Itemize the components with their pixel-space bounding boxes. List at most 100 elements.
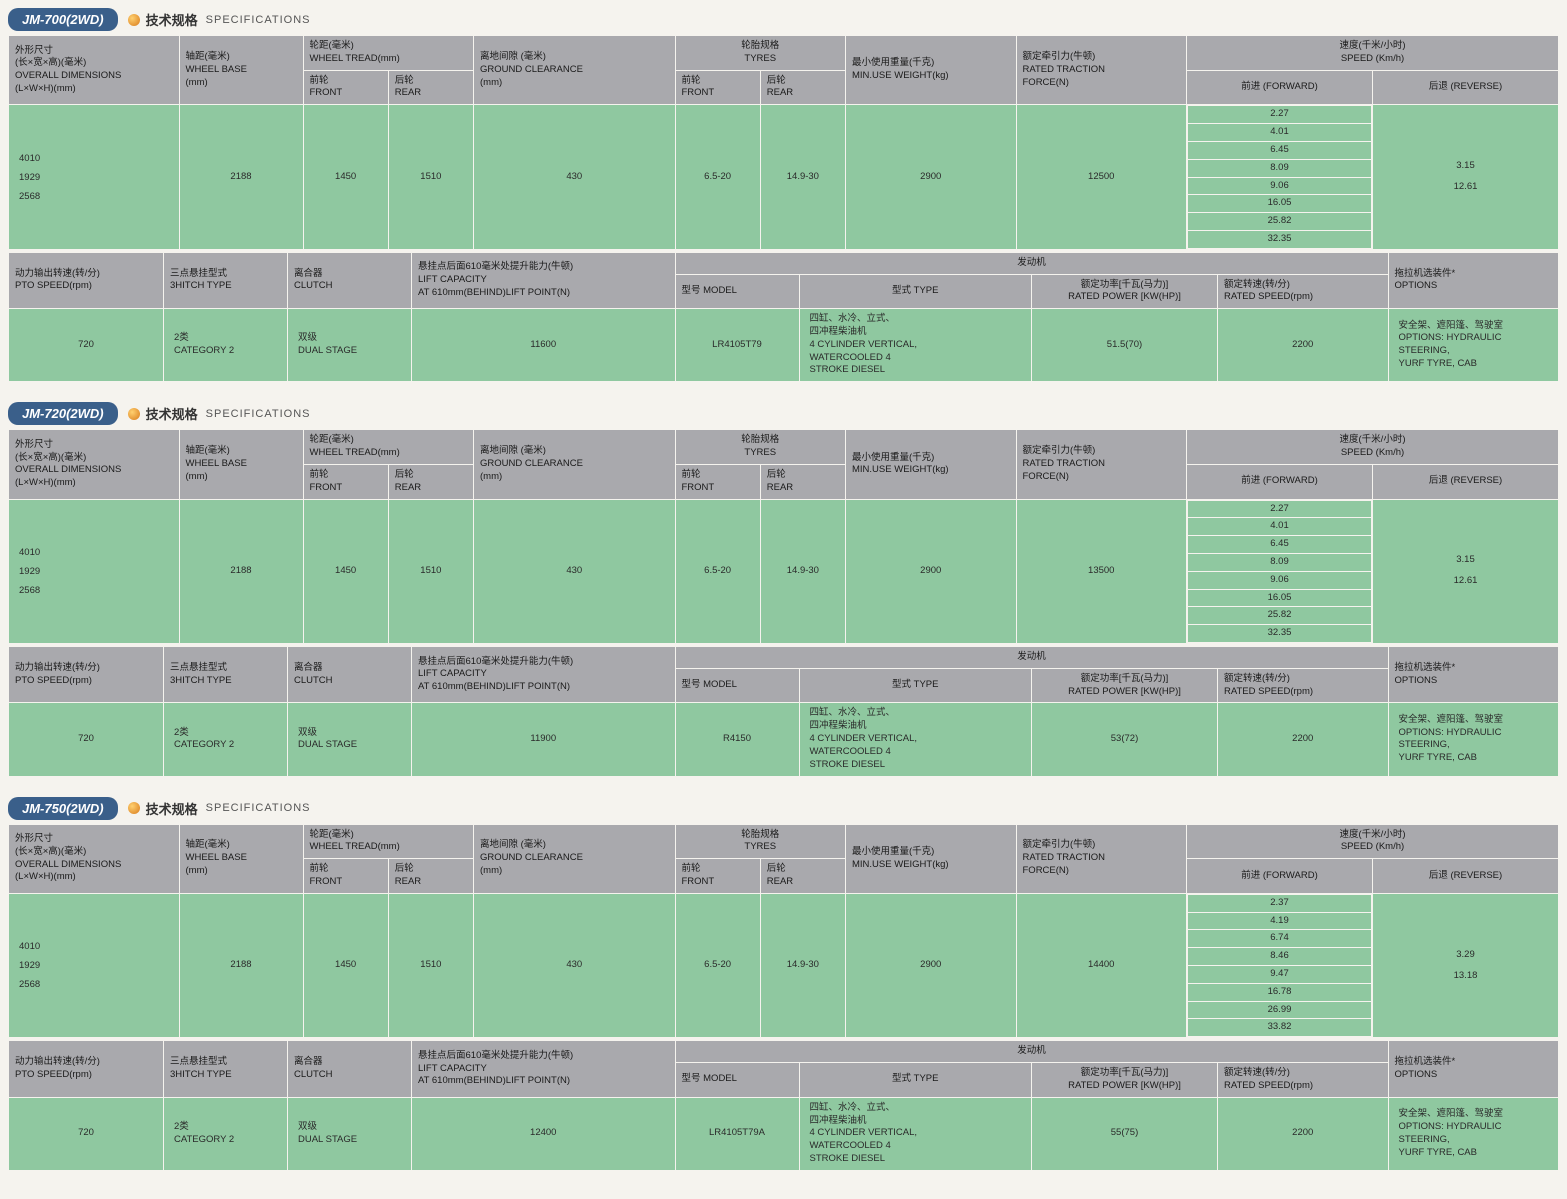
hdr-traction: 额定牵引力(牛顿)RATED TRACTIONFORCE(N) [1016, 430, 1187, 499]
val-wheelbase: 2188 [179, 499, 303, 644]
hdr-wheelbase: 轴距(毫米)WHEEL BASE(mm) [179, 430, 303, 499]
spec-block: JM-720(2WD) 技术规格 SPECIFICATIONS 外形尺寸(长×宽… [8, 402, 1559, 776]
val-dims: 401019292568 [9, 893, 180, 1038]
hdr-rev: 后退 (REVERSE) [1373, 859, 1559, 894]
val-hitch: 2类CATEGORY 2 [164, 309, 288, 382]
spec-block: JM-700(2WD) 技术规格 SPECIFICATIONS 外形尺寸(长×宽… [8, 8, 1559, 382]
val-clutch: 双级DUAL STAGE [288, 1097, 412, 1170]
spec-block: JM-750(2WD) 技术规格 SPECIFICATIONS 外形尺寸(长×宽… [8, 797, 1559, 1171]
hdr-rev: 后退 (REVERSE) [1373, 70, 1559, 105]
val-eng-model: R4150 [675, 703, 799, 776]
spec-table-top: 外形尺寸(长×宽×高)(毫米)OVERALL DIMENSIONS(L×W×H)… [8, 35, 1559, 250]
spec-table-top: 外形尺寸(长×宽×高)(毫米)OVERALL DIMENSIONS(L×W×H)… [8, 824, 1559, 1039]
hdr-speed: 速度(千米/小时)SPEED (Km/h) [1187, 36, 1559, 71]
val-tyre-r: 14.9-30 [760, 893, 845, 1038]
hdr-rear: 后轮REAR [388, 70, 473, 105]
hdr-clutch: 离合器CLUTCH [288, 1041, 412, 1097]
hdr-clearance: 离地间隙 (毫米)GROUND CLEARANCE(mm) [474, 824, 676, 893]
val-eng-type: 四缸、水冷、立式、四冲程柴油机4 CYLINDER VERTICAL,WATER… [799, 703, 1032, 776]
hdr-rspeed: 额定转速(转/分)RATED SPEED(rpm) [1218, 274, 1389, 309]
val-power: 53(72) [1032, 703, 1218, 776]
hdr-clutch: 离合器CLUTCH [288, 252, 412, 308]
hdr-tread: 轮距(毫米)WHEEL TREAD(mm) [303, 430, 474, 465]
val-eng-type: 四缸、水冷、立式、四冲程柴油机4 CYLINDER VERTICAL,WATER… [799, 1097, 1032, 1170]
val-rspeed: 2200 [1218, 309, 1389, 382]
val-minweight: 2900 [846, 499, 1017, 644]
val-tread-f: 1450 [303, 499, 388, 644]
val-rev: 3.1512.61 [1373, 105, 1559, 250]
hdr-clearance: 离地间隙 (毫米)GROUND CLEARANCE(mm) [474, 36, 676, 105]
val-tyre-f: 6.5-20 [675, 105, 760, 250]
val-fwd: 2.374.196.748.469.4716.7826.9933.82 [1187, 893, 1373, 1038]
val-rspeed: 2200 [1218, 1097, 1389, 1170]
hdr-engine: 发动机 [675, 1041, 1388, 1063]
val-clutch: 双级DUAL STAGE [288, 703, 412, 776]
bullet-icon [128, 802, 140, 814]
hdr-traction: 额定牵引力(牛顿)RATED TRACTIONFORCE(N) [1016, 36, 1187, 105]
val-tread-r: 1510 [388, 893, 473, 1038]
hdr-speed: 速度(千米/小时)SPEED (Km/h) [1187, 430, 1559, 465]
val-lift: 12400 [412, 1097, 676, 1170]
spec-label-en: SPECIFICATIONS [206, 408, 311, 420]
spec-table-bottom: 动力输出转速(转/分)PTO SPEED(rpm) 三点悬挂型式3HITCH T… [8, 1040, 1559, 1171]
hdr-speed: 速度(千米/小时)SPEED (Km/h) [1187, 824, 1559, 859]
val-fwd: 2.274.016.458.099.0616.0525.8232.35 [1187, 105, 1373, 250]
val-clearance: 430 [474, 893, 676, 1038]
hdr-tyre-front: 前轮FRONT [675, 859, 760, 894]
hdr-front: 前轮FRONT [303, 859, 388, 894]
val-pto: 720 [9, 309, 164, 382]
val-pto: 720 [9, 703, 164, 776]
hdr-tyre-rear: 后轮REAR [760, 70, 845, 105]
hdr-pto: 动力输出转速(转/分)PTO SPEED(rpm) [9, 252, 164, 308]
val-lift: 11600 [412, 309, 676, 382]
hdr-front: 前轮FRONT [303, 70, 388, 105]
hdr-eng-model: 型号 MODEL [675, 274, 799, 309]
hdr-dims: 外形尺寸(长×宽×高)(毫米)OVERALL DIMENSIONS(L×W×H)… [9, 430, 180, 499]
val-dims: 401019292568 [9, 105, 180, 250]
val-tyre-f: 6.5-20 [675, 893, 760, 1038]
val-power: 55(75) [1032, 1097, 1218, 1170]
val-rspeed: 2200 [1218, 703, 1389, 776]
hdr-minweight: 最小使用重量(千克)MIN.USE WEIGHT(kg) [846, 824, 1017, 893]
val-rev: 3.2913.18 [1373, 893, 1559, 1038]
hdr-tyres: 轮胎规格TYRES [675, 36, 846, 71]
spec-label-cn: 技术规格 [146, 404, 198, 423]
spec-label-en: SPECIFICATIONS [206, 14, 311, 26]
hdr-rear: 后轮REAR [388, 859, 473, 894]
hdr-hitch: 三点悬挂型式3HITCH TYPE [164, 252, 288, 308]
spec-label-en: SPECIFICATIONS [206, 802, 311, 814]
hdr-wheelbase: 轴距(毫米)WHEEL BASE(mm) [179, 824, 303, 893]
hdr-traction: 额定牵引力(牛顿)RATED TRACTIONFORCE(N) [1016, 824, 1187, 893]
val-tyre-f: 6.5-20 [675, 499, 760, 644]
hdr-tread: 轮距(毫米)WHEEL TREAD(mm) [303, 36, 474, 71]
hdr-minweight: 最小使用重量(千克)MIN.USE WEIGHT(kg) [846, 430, 1017, 499]
hdr-tyre-rear: 后轮REAR [760, 464, 845, 499]
hdr-lift: 悬挂点后面610毫米处提升能力(牛顿)LIFT CAPACITYAT 610mm… [412, 1041, 676, 1097]
val-tread-f: 1450 [303, 105, 388, 250]
val-options: 安全架、遮阳篷、驾驶室OPTIONS: HYDRAULICSTEERING,YU… [1388, 309, 1559, 382]
hdr-eng-type: 型式 TYPE [799, 668, 1032, 703]
val-tread-f: 1450 [303, 893, 388, 1038]
title-row: JM-750(2WD) 技术规格 SPECIFICATIONS [8, 797, 1559, 820]
hdr-clutch: 离合器CLUTCH [288, 647, 412, 703]
hdr-pto: 动力输出转速(转/分)PTO SPEED(rpm) [9, 647, 164, 703]
val-clearance: 430 [474, 105, 676, 250]
val-minweight: 2900 [846, 105, 1017, 250]
hdr-tyre-front: 前轮FRONT [675, 70, 760, 105]
val-options: 安全架、遮阳篷、驾驶室OPTIONS: HYDRAULICSTEERING,YU… [1388, 703, 1559, 776]
hdr-tyres: 轮胎规格TYRES [675, 430, 846, 465]
hdr-fwd: 前进 (FORWARD) [1187, 70, 1373, 105]
val-lift: 11900 [412, 703, 676, 776]
hdr-lift: 悬挂点后面610毫米处提升能力(牛顿)LIFT CAPACITYAT 610mm… [412, 647, 676, 703]
bullet-icon [128, 408, 140, 420]
val-hitch: 2类CATEGORY 2 [164, 703, 288, 776]
hdr-dims: 外形尺寸(长×宽×高)(毫米)OVERALL DIMENSIONS(L×W×H)… [9, 824, 180, 893]
val-traction: 13500 [1016, 499, 1187, 644]
model-badge: JM-720(2WD) [8, 402, 118, 425]
hdr-clearance: 离地间隙 (毫米)GROUND CLEARANCE(mm) [474, 430, 676, 499]
val-dims: 401019292568 [9, 499, 180, 644]
val-eng-model: LR4105T79A [675, 1097, 799, 1170]
hdr-pto: 动力输出转速(转/分)PTO SPEED(rpm) [9, 1041, 164, 1097]
hdr-fwd: 前进 (FORWARD) [1187, 859, 1373, 894]
hdr-front: 前轮FRONT [303, 464, 388, 499]
